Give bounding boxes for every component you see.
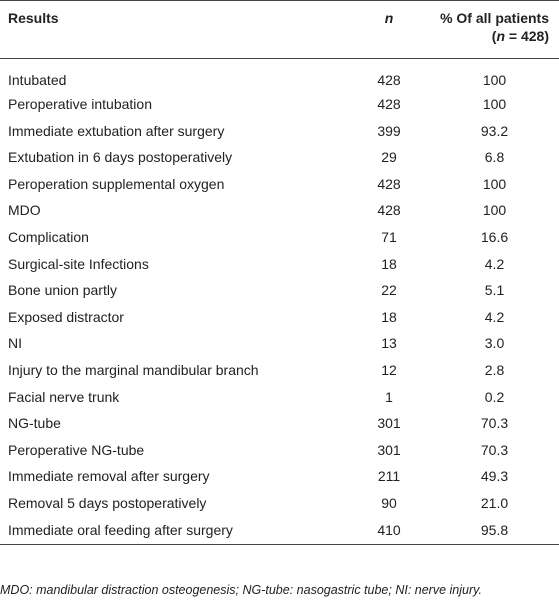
row-label: MDO [8,202,41,219]
cell-value: 100 [482,202,507,219]
row-label: Extubation in 6 days postoperatively [8,149,233,166]
cell-value: 2.8 [484,361,505,378]
table-row: Complication 71 16.6 [0,225,559,252]
header-cell: Results [8,10,59,26]
table-row: Surgical-site Infections 18 4.2 [0,252,559,279]
cell-value: 211 [377,468,401,485]
table-row: NG-tube 301 70.3 [0,411,559,438]
cell-value: 4.2 [484,255,505,272]
cell-value: 18 [381,255,397,272]
row-label: NG-tube [8,415,61,432]
table-row: Immediate extubation after surgery 399 93.… [0,119,559,146]
row-label: Facial nerve trunk [8,388,120,405]
cell-value: 71 [381,228,397,245]
row-label: Peroperative NG-tube [8,441,145,458]
table-row: Bone union partly 22 5.1 [0,278,559,305]
table-row: Peroperative intubation 428 100 [0,92,559,119]
table-row: MDO 428 100 [0,198,559,225]
table-row: Removal 5 days postoperatively 90 21.0 [0,491,559,518]
cell-value: 13 [381,335,397,352]
table-row: Immediate removal after surgery 211 49.3 [0,464,559,491]
row-label: Intubated [8,72,67,88]
header-cell: n [348,1,430,59]
cell-value: 1 [385,388,393,405]
cell-value: 90 [381,494,397,511]
row-label: Peroperative intubation [8,96,152,112]
row-label: Exposed distractor [8,308,124,325]
row-label: Injury to the marginal mandibular branch [8,361,259,378]
cell-value: 16.6 [480,228,509,245]
cell-value: 100 [482,175,507,192]
table-row: Intubated 428 100 [0,59,559,93]
row-label: Complication [8,228,89,245]
cell-value: 49.3 [480,468,509,485]
cell-value: 21.0 [480,494,509,511]
row-label: Surgical-site Infections [8,255,149,272]
footnote: MDO: mandibular distraction osteogenesis… [0,583,482,597]
results-table: Results n % Of all patients (n = 428) Int… [0,0,559,545]
cell-value: 301 [377,441,401,458]
table-row: NI 13 3.0 [0,331,559,358]
cell-value: 12 [381,361,397,378]
header-text: n [384,10,394,26]
cell-value: 301 [377,415,401,432]
header-text: ( [491,28,497,44]
cell-value: 399 [377,122,401,139]
cell-value: 4.2 [484,308,505,325]
row-label: Peroperation supplemental oxygen [8,175,225,192]
cell-value: 18 [381,308,397,325]
table-row: Facial nerve trunk 1 0.2 [0,385,559,412]
cell-value: 410 [377,521,401,538]
cell-value: 6.8 [484,149,505,166]
row-label: Immediate removal after surgery [8,468,210,485]
cell-value: 0.2 [484,388,505,405]
header-text: % Of all patients [440,10,549,26]
cell-value: 70.3 [480,415,509,432]
header-text: = 428) [505,28,549,44]
cell-value: 428 [377,72,401,88]
table-row: Immediate oral feeding after surgery 410 9… [0,518,559,545]
row-label: NI [8,335,22,352]
cell-value: 428 [377,202,401,219]
cell-value: 22 [381,282,397,299]
header-text: n [496,28,506,44]
table-row: Peroperative NG-tube 301 70.3 [0,438,559,465]
row-label: Bone union partly [8,282,117,299]
cell-value: 29 [381,149,397,166]
table-row: Injury to the marginal mandibular branch… [0,358,559,385]
table-row: Exposed distractor 18 4.2 [0,305,559,332]
row-label: Removal 5 days postoperatively [8,494,207,511]
cell-value: 93.2 [480,122,509,139]
cell-value: 428 [377,175,401,192]
cell-value: 428 [377,96,401,112]
table-body: Intubated 428 100 Peroperative intubation 42… [0,59,559,545]
cell-value: 70.3 [480,441,509,458]
cell-value: 100 [482,72,507,88]
cell-value: 95.8 [480,521,509,538]
cell-value: 5.1 [484,282,505,299]
header-cell: % Of all patients (n = 428) [430,1,559,59]
cell-value: 3.0 [484,335,505,352]
header-row: Results n % Of all patients (n = 428) [0,0,559,59]
row-label: Immediate oral feeding after surgery [8,521,233,538]
row-label: Immediate extubation after surgery [8,122,225,139]
cell-value: 100 [482,96,507,112]
table-row: Extubation in 6 days postoperatively 29 6.… [0,145,559,172]
table-header: Results n % Of all patients (n = 428) [0,0,559,59]
table-row: Peroperation supplemental oxygen 428 100 [0,172,559,199]
